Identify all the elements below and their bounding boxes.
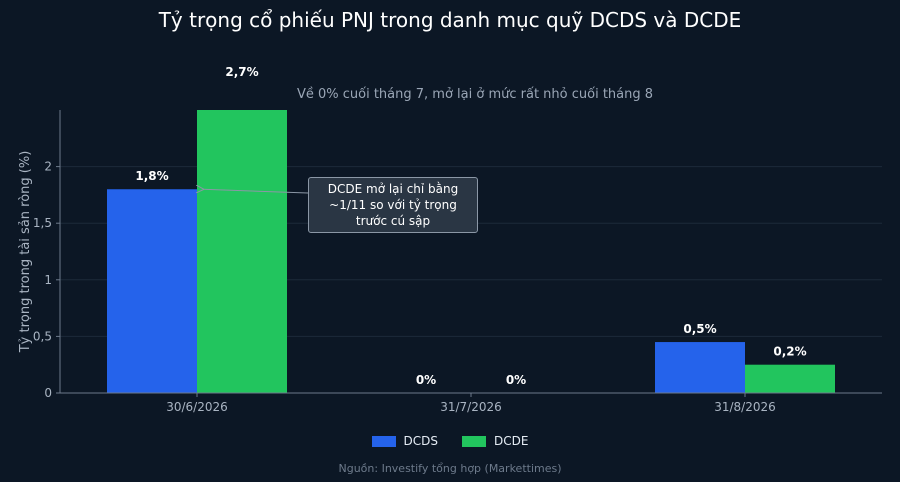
y-tick-label: 0,5 <box>33 329 52 343</box>
data-label-dcds-2: 0,5% <box>683 322 716 336</box>
data-label-dcde-1: 0% <box>506 373 526 387</box>
chart-source: Nguồn: Investify tổng hợp (Markettimes) <box>338 462 562 475</box>
bar-dcde-2 <box>745 364 835 393</box>
data-label-dcds-1: 0% <box>416 373 436 387</box>
legend-item-dcde: DCDE <box>462 434 528 448</box>
chart-title: Tỷ trọng cổ phiếu PNJ trong danh mục quỹ… <box>158 8 742 32</box>
chart-subtitle: Về 0% cuối tháng 7, mở lại ở mức rất nhỏ… <box>296 87 654 102</box>
bar-dcds-0 <box>107 189 197 393</box>
y-tick-label: 2 <box>44 160 52 174</box>
y-tick-label: 1,5 <box>33 216 52 230</box>
x-tick-label: 31/7/2026 <box>440 400 502 414</box>
y-axis-label: Tỷ trọng trong tài sản ròng (%) <box>18 151 33 354</box>
legend-label-dcde: DCDE <box>494 434 529 448</box>
y-tick-label: 0 <box>44 386 52 400</box>
legend-label-dcds: DCDS <box>403 434 439 448</box>
y-tick-label: 1 <box>44 273 52 287</box>
x-tick-label: 31/8/2026 <box>714 400 776 414</box>
bar-dcde-0 <box>197 110 287 393</box>
data-label-dcds-0: 1,8% <box>135 169 168 183</box>
annotation-arrow <box>203 189 309 194</box>
legend-swatch-dcds <box>371 435 396 447</box>
data-label-dcde-0: 2,7% <box>225 65 258 79</box>
data-label-dcde-2: 0,2% <box>773 345 806 359</box>
legend-swatch-dcde <box>462 435 487 447</box>
chart-legend: DCDS DCDE <box>0 434 900 448</box>
x-tick-label: 30/6/2026 <box>166 400 228 414</box>
chart-annotation: DCDE mở lại chỉ bằng ~1/11 so với tỷ trọ… <box>308 177 478 233</box>
legend-item-dcds: DCDS <box>371 434 439 448</box>
bar-dcds-2 <box>655 342 745 393</box>
